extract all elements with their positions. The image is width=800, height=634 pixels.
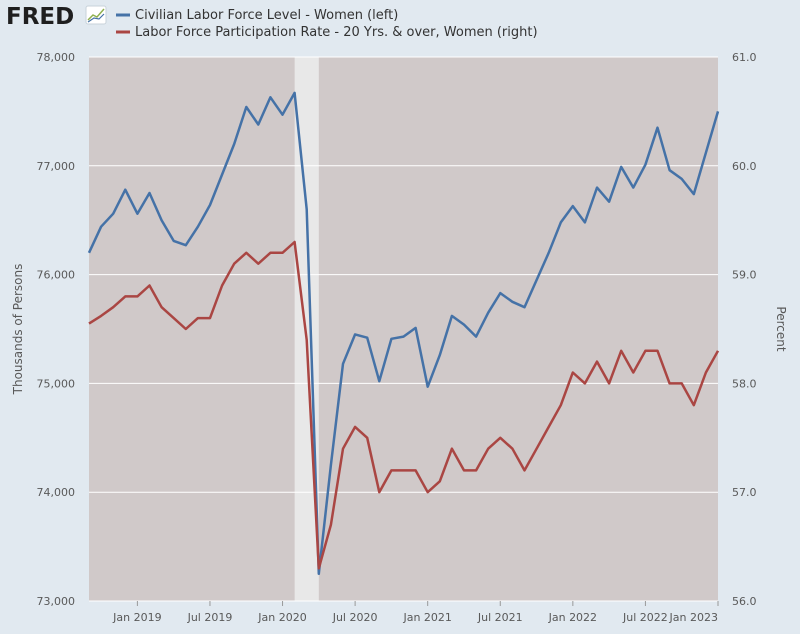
right-tick-label: 61.0 <box>732 51 757 64</box>
right-axis-ticks: 56.0 57.0 58.0 59.0 60.0 61.0 <box>732 51 757 608</box>
right-tick-label: 56.0 <box>732 595 757 608</box>
x-tick-label: Jan 2023 <box>669 611 718 624</box>
series-lines <box>87 91 720 576</box>
plot-area <box>89 57 718 601</box>
right-axis-title: Percent <box>774 306 788 351</box>
x-tick-label: Jan 2022 <box>548 611 597 624</box>
x-tick-label: Jan 2021 <box>402 611 451 624</box>
right-tick-label: 59.0 <box>732 269 757 282</box>
left-tick-label: 77,000 <box>37 160 76 173</box>
series-line-participation-rate[interactable] <box>88 240 720 570</box>
right-tick-label: 60.0 <box>732 160 757 173</box>
legend-item-participation-rate[interactable]: Labor Force Participation Rate - 20 Yrs.… <box>116 25 538 40</box>
gridlines <box>89 56 718 602</box>
left-tick-label: 78,000 <box>37 51 76 64</box>
left-axis-title: Thousands of Persons <box>11 264 25 396</box>
left-tick-label: 75,000 <box>37 377 76 390</box>
left-tick-label: 76,000 <box>37 269 76 282</box>
fred-logo[interactable]: FRED <box>6 4 107 30</box>
legend-item-women-level[interactable]: Civilian Labor Force Level - Women (left… <box>116 8 398 23</box>
legend-label-women-level: Civilian Labor Force Level - Women (left… <box>135 8 398 23</box>
x-axis-ticks: Jan 2019 Jul 2019 Jan 2020 Jul 2020 Jan 2021… <box>112 601 719 624</box>
x-tick-label: Jul 2021 <box>477 611 523 624</box>
x-tick-label: Jan 2019 <box>112 611 161 624</box>
left-tick-label: 74,000 <box>37 486 76 499</box>
x-tick-label: Jul 2020 <box>332 611 378 624</box>
x-tick-label: Jan 2020 <box>257 611 306 624</box>
legend: Civilian Labor Force Level - Women (left… <box>116 8 538 40</box>
fred-logo-text: FRED <box>6 4 74 30</box>
legend-label-participation-rate: Labor Force Participation Rate - 20 Yrs.… <box>135 25 538 40</box>
left-axis-ticks: 73,000 74,000 75,000 76,000 77,000 78,000 <box>37 51 76 608</box>
x-tick-label: Jul 2022 <box>622 611 668 624</box>
fred-graph-icon <box>85 5 107 25</box>
series-line-women-level[interactable] <box>87 91 720 576</box>
right-tick-label: 58.0 <box>732 377 757 390</box>
x-tick-label: Jul 2019 <box>187 611 233 624</box>
left-tick-label: 73,000 <box>37 595 76 608</box>
right-tick-label: 57.0 <box>732 486 757 499</box>
